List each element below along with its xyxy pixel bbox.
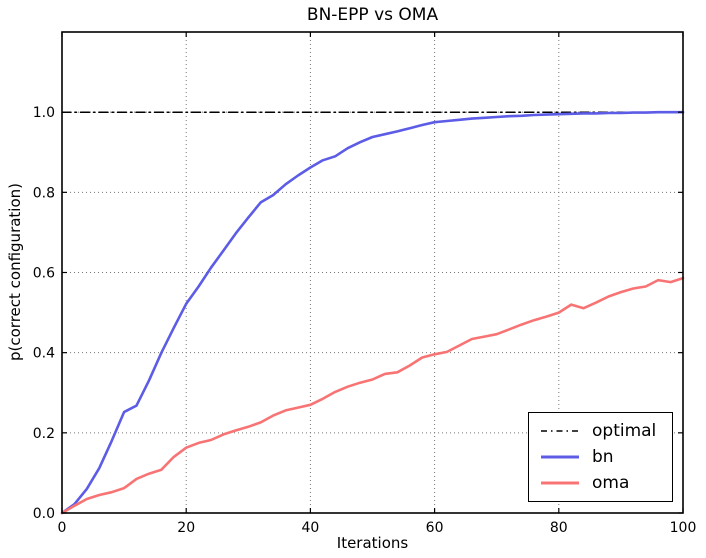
y-axis-label: p(correct configuration)	[6, 182, 24, 362]
x-tick-label: 0	[58, 520, 67, 536]
series-line-bn	[60, 110, 685, 515]
x-axis-label: Iterations	[336, 534, 409, 552]
legend-item-optimal: optimal	[541, 420, 664, 441]
x-tick-label: 100	[670, 520, 697, 536]
y-tick-label: 0.6	[33, 266, 55, 282]
y-tick-label: 0.4	[33, 346, 55, 362]
legend-label-oma: oma	[592, 472, 630, 493]
x-tick-label: 40	[301, 520, 319, 536]
x-tick-label: 60	[426, 520, 444, 536]
optimal-line-swatch-icon	[541, 430, 579, 432]
y-tick-label: 0.0	[33, 506, 55, 522]
chart-title: BN-EPP vs OMA	[306, 5, 439, 25]
bn-line-swatch-icon	[541, 455, 579, 459]
legend: optimal bn oma	[528, 412, 673, 502]
legend-label-optimal: optimal	[592, 420, 657, 441]
x-tick-label: 80	[550, 520, 568, 536]
legend-item-oma: oma	[541, 472, 664, 493]
x-tick-label: 20	[177, 520, 195, 536]
legend-item-bn: bn	[541, 446, 664, 467]
legend-label-bn: bn	[592, 446, 614, 467]
y-tick-label: 0.2	[33, 426, 55, 442]
series-line-oma	[60, 276, 685, 515]
oma-line-swatch-icon	[541, 481, 579, 485]
y-tick-label: 1.0	[33, 105, 55, 121]
y-tick-label: 0.8	[33, 185, 55, 201]
